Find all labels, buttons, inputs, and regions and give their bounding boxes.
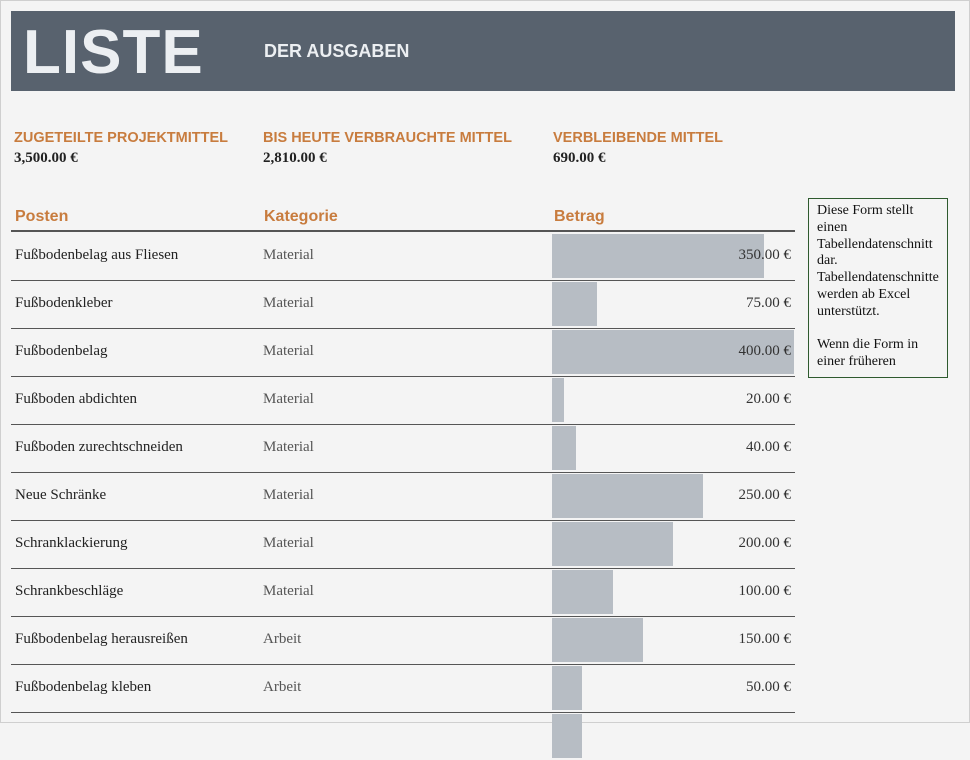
cell-kategorie[interactable]: Material (263, 535, 314, 551)
cell-kategorie[interactable]: Material (263, 583, 314, 599)
cell-kategorie[interactable]: Arbeit (263, 631, 302, 647)
cell-betrag[interactable]: 150.00 € (738, 631, 792, 647)
cell-betrag[interactable]: 350.00 € (738, 247, 792, 263)
cell-betrag[interactable]: 100.00 € (738, 583, 792, 599)
cell-kategorie[interactable]: Material (263, 343, 314, 359)
cell-posten[interactable]: Schrankbeschläge (15, 583, 124, 599)
table-row[interactable]: Fußbodenkleber Material 75.00 € (11, 280, 795, 329)
data-bar (552, 714, 582, 758)
column-header-betrag[interactable]: Betrag (554, 208, 605, 225)
cell-betrag[interactable]: 400.00 € (738, 343, 792, 359)
cell-betrag[interactable]: 200.00 € (738, 535, 792, 551)
cell-kategorie[interactable]: Material (263, 391, 314, 407)
table-row[interactable]: Schrankbeschläge Material 100.00 € (11, 568, 795, 617)
table-row[interactable]: Fußbodenbelag herausreißen Arbeit 150.00… (11, 616, 795, 665)
header-divider (11, 230, 795, 232)
cell-kategorie[interactable]: Material (263, 487, 314, 503)
cell-posten[interactable]: Schranklackierung (15, 535, 128, 551)
data-bar (552, 234, 764, 278)
data-bar (552, 330, 794, 374)
cell-kategorie[interactable]: Arbeit (263, 679, 302, 695)
table-row[interactable]: Fußboden zurechtschneiden Material 40.00… (11, 424, 795, 473)
data-bar (552, 426, 576, 470)
summary-value[interactable]: 3,500.00 € (14, 150, 78, 166)
cell-posten[interactable]: Fußbodenkleber (15, 295, 113, 311)
summary-label: ZUGETEILTE PROJEKTMITTEL (14, 130, 229, 146)
title-banner: LISTE DER AUSGABEN (11, 11, 955, 91)
summary-allocated: ZUGETEILTE PROJEKTMITTEL 3,500.00 € (14, 130, 228, 167)
cell-betrag[interactable]: 50.00 € (746, 679, 791, 695)
cell-betrag[interactable]: 75.00 € (746, 295, 791, 311)
summary-label: VERBLEIBENDE MITTEL (553, 130, 723, 146)
summary-value[interactable]: 690.00 € (553, 150, 606, 166)
data-bar (552, 282, 597, 326)
summary-remaining: VERBLEIBENDE MITTEL 690.00 € (553, 130, 723, 167)
cell-kategorie[interactable]: Material (263, 439, 314, 455)
table-row[interactable]: Fußbodenbelag kleben Arbeit 50.00 € (11, 664, 795, 713)
cell-posten[interactable]: Fußbodenbelag kleben (15, 679, 152, 695)
table-row[interactable]: Neue Schränke Material 250.00 € (11, 472, 795, 521)
summary-value[interactable]: 2,810.00 € (263, 150, 327, 166)
slicer-placeholder-note[interactable]: Diese Form stellt einen Tabellendatensch… (808, 198, 948, 378)
column-header-posten[interactable]: Posten (15, 208, 69, 225)
table-row[interactable]: Schranklackierung Material 200.00 € (11, 520, 795, 569)
data-bar (552, 378, 564, 422)
summary-spent: BIS HEUTE VERBRAUCHTE MITTEL 2,810.00 € (263, 130, 512, 167)
cell-betrag[interactable]: 250.00 € (738, 487, 792, 503)
data-bar (552, 666, 582, 710)
data-bar (552, 570, 613, 614)
table-row[interactable]: Fußbodenbelag aus Fliesen Material 350.0… (11, 232, 795, 281)
table-row[interactable]: Fußbodenbelag Material 400.00 € (11, 328, 795, 377)
page-subtitle: DER AUSGABEN (264, 41, 410, 61)
summary-label: BIS HEUTE VERBRAUCHTE MITTEL (263, 130, 512, 146)
column-header-kategorie[interactable]: Kategorie (264, 208, 338, 225)
data-bar (552, 522, 673, 566)
cell-posten[interactable]: Neue Schränke (15, 487, 107, 503)
cell-posten[interactable]: Fußbodenbelag herausreißen (15, 631, 188, 647)
data-bar (552, 474, 703, 518)
cell-betrag[interactable]: 20.00 € (746, 391, 791, 407)
cell-posten[interactable]: Fußboden zurechtschneiden (15, 439, 183, 455)
data-bar (552, 618, 643, 662)
table-row[interactable] (11, 712, 795, 760)
cell-posten[interactable]: Fußboden abdichten (15, 391, 138, 407)
cell-kategorie[interactable]: Material (263, 247, 314, 263)
cell-kategorie[interactable]: Material (263, 295, 314, 311)
cell-posten[interactable]: Fußbodenbelag aus Fliesen (15, 247, 179, 263)
table-row[interactable]: Fußboden abdichten Material 20.00 € (11, 376, 795, 425)
cell-betrag[interactable]: 40.00 € (746, 439, 791, 455)
cell-posten[interactable]: Fußbodenbelag (15, 343, 108, 359)
page-title: LISTE (23, 18, 204, 87)
